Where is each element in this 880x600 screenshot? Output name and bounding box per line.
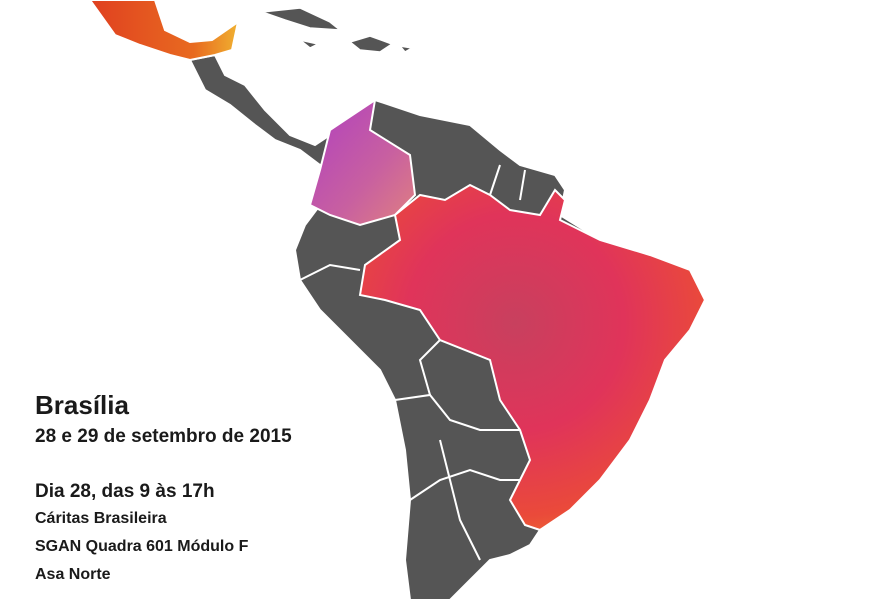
city: Brasília — [35, 390, 129, 420]
dates: 28 e 29 de setembro de 2015 — [35, 426, 292, 447]
central-america-south — [188, 53, 337, 167]
venue: Cáritas Brasileira — [35, 510, 167, 527]
caribbean — [261, 7, 415, 53]
district: Asa Norte — [35, 566, 111, 583]
address: SGAN Quadra 601 Módulo F — [35, 538, 249, 555]
brazil — [358, 183, 707, 532]
mexico-central-america — [88, 0, 240, 62]
country-borders — [299, 164, 526, 561]
schedule: Dia 28, das 9 às 17h — [35, 481, 215, 502]
